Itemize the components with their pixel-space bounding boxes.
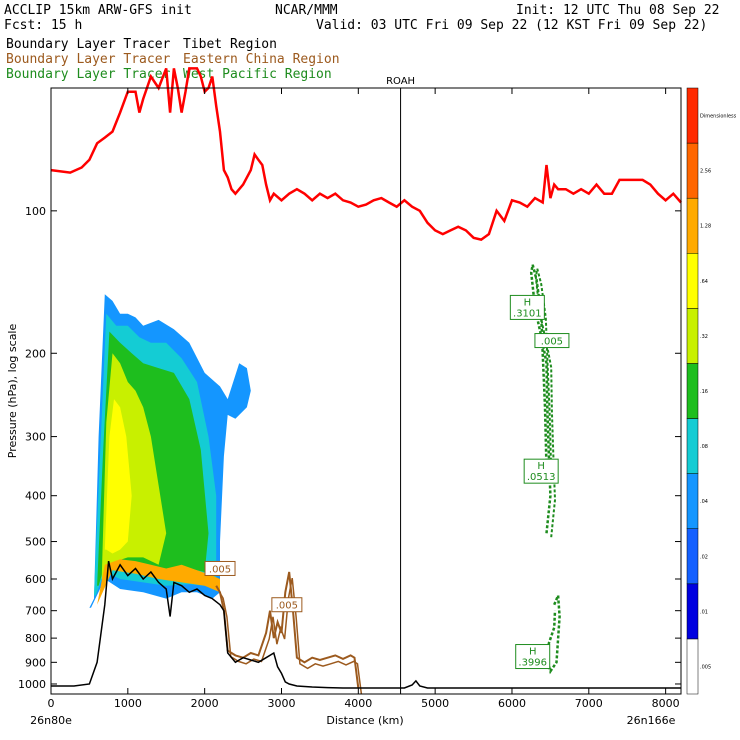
y-tick-label: 200	[25, 347, 46, 360]
y-tick-label: 600	[25, 573, 46, 586]
colorbar-swatch	[686, 583, 699, 640]
pacific-marker-value: .005	[541, 337, 563, 348]
colorbar-label: .04	[700, 499, 708, 505]
tropopause-layer	[50, 67, 682, 241]
y-tick-label: 100	[25, 205, 46, 218]
header-init: Init: 12 UTC Thu 08 Sep 22	[516, 3, 720, 18]
plot-frame	[50, 87, 682, 695]
x-axis-title: Distance (km)	[326, 714, 403, 727]
terrain-layer	[51, 560, 681, 689]
tracer-contour-128	[97, 559, 220, 605]
legend-tibet-region: Tibet Region	[183, 37, 277, 52]
colorbar-label: .01	[700, 609, 708, 615]
china-marker-value: .005	[209, 564, 231, 575]
x-tick-label: 8000	[652, 697, 680, 710]
legend-west-pacific-region: West Pacific Region	[183, 67, 332, 82]
china-marker-value: .005	[276, 601, 298, 612]
x-tick-label: 4000	[344, 697, 372, 710]
x-end-label: 26n166e	[627, 714, 676, 727]
header-title: ACCLIP 15km ARW-GFS init	[4, 3, 192, 18]
y-axis-title: Pressure (hPa), log scale	[6, 324, 19, 459]
eastern-china-tracer-line	[215, 571, 360, 689]
colorbar-label: 1.28	[700, 224, 711, 230]
colorbar-label: 2.56	[700, 169, 711, 175]
legend-tibet-prefix: Boundary Layer Tracer	[6, 37, 171, 52]
pacific-marker-box	[509, 294, 545, 320]
header-fcst: Fcst: 15 h	[4, 18, 82, 33]
x-start-label: 26n80e	[30, 714, 72, 727]
y-tick-label: 500	[25, 536, 46, 549]
x-tick-label: 6000	[498, 697, 526, 710]
station-label: ROAH	[386, 76, 415, 87]
pacific-marker-box	[515, 644, 551, 670]
china-marker-box	[204, 560, 236, 576]
y-tick-label: 700	[25, 605, 46, 618]
colorbar-swatch	[686, 418, 699, 474]
x-tick-label: 3000	[267, 697, 295, 710]
pacific-marker-value: .3996	[518, 658, 547, 669]
legend-eastern-china-region: Eastern China Region	[183, 52, 340, 67]
x-tick-label: 5000	[421, 697, 449, 710]
y-tick-label: 800	[25, 632, 46, 645]
pacific-marker-letter: H	[537, 461, 545, 472]
colorbar-label: Dimensionless	[700, 114, 737, 120]
x-tick-label: 7000	[575, 697, 603, 710]
legend-eastern-china-prefix: Boundary Layer Tracer	[6, 52, 171, 67]
colorbar-swatch	[686, 528, 699, 585]
legend-west-pacific-prefix: Boundary Layer Tracer	[6, 67, 171, 82]
terrain-line	[51, 560, 681, 689]
colorbar-label: .005	[700, 664, 711, 670]
colorbar-swatch	[686, 473, 699, 529]
colorbar-label: .02	[700, 554, 708, 560]
pacific-marker-letter: H	[529, 647, 537, 658]
pacific-marker-value: .0513	[527, 472, 556, 483]
y-tick-label: 1000	[18, 678, 46, 691]
colorbar-swatch	[686, 253, 699, 309]
y-tick-label: 400	[25, 490, 46, 503]
west-pacific-lower-contour	[545, 595, 561, 675]
tropopause-line	[50, 67, 682, 241]
x-axis: 0 1000 2000 3000 4000 5000 6000 7000 8000	[48, 88, 680, 710]
header-valid: Valid: 03 UTC Fri 09 Sep 22 (12 KST Fri …	[316, 18, 707, 33]
colorbar-label: .08	[700, 444, 708, 450]
header-source: NCAR/MMM	[275, 3, 338, 18]
y-tick-label: 300	[25, 431, 46, 444]
station-layer: ROAH	[386, 76, 415, 694]
pacific-marker-box	[523, 458, 559, 484]
eastern-china-tracer-line-2	[218, 577, 363, 695]
colorbar: .005 .01 .02 .04 .08 .16 .32 .64 1.28 2.56 Dimensi…	[686, 87, 737, 695]
tracer-contour-064	[104, 399, 132, 554]
colorbar-swatch	[686, 638, 699, 695]
x-tick-label: 1000	[114, 697, 142, 710]
x-tick-label: 2000	[191, 697, 219, 710]
colorbar-label: .16	[700, 389, 708, 395]
pacific-marker-value: .3101	[513, 308, 542, 319]
colorbar-swatch	[686, 363, 699, 419]
tibet-tracer-field	[89, 294, 251, 608]
pacific-marker-box	[534, 333, 570, 349]
colorbar-swatch	[686, 308, 699, 364]
colorbar-label: .32	[700, 334, 708, 340]
y-tick-label: 900	[25, 656, 46, 669]
colorbar-swatch	[686, 87, 699, 144]
eastern-china-tracer-layer	[215, 571, 363, 695]
colorbar-label: .64	[700, 279, 708, 285]
colorbar-swatch	[686, 142, 699, 199]
pacific-marker-letter: H	[524, 297, 532, 308]
china-marker-box	[271, 597, 303, 613]
x-tick-label: 0	[48, 697, 55, 710]
y-axis: 100 200 300 400 500 600 700 800 900 1000	[18, 205, 681, 691]
colorbar-swatch	[686, 197, 699, 254]
